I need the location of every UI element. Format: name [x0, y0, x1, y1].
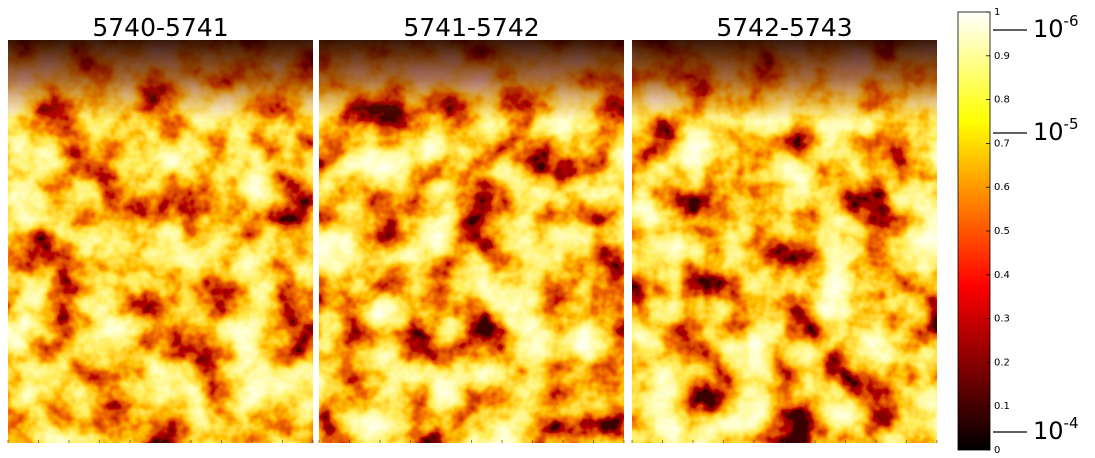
side-label: 10-5	[1033, 115, 1079, 147]
panel-title: 5740-5741	[92, 13, 228, 42]
colorbar-tick-label: 0.8	[994, 95, 1010, 106]
side-label-base: 10	[1033, 15, 1064, 43]
heatmap-top-band	[8, 40, 313, 443]
colorbar	[957, 11, 991, 451]
side-label-exponent: -6	[1064, 12, 1079, 30]
heatmap-top-band	[319, 40, 624, 443]
colorbar-tick-label: 0	[994, 445, 1000, 456]
side-label-base: 10	[1033, 118, 1064, 146]
heatmap-top-band	[632, 40, 937, 443]
side-label: 10-6	[1033, 12, 1079, 44]
side-label: 10-4	[1033, 414, 1079, 446]
side-label-base: 10	[1033, 417, 1064, 445]
side-label-exponent: -4	[1064, 414, 1079, 432]
side-label-exponent: -5	[1064, 115, 1079, 133]
colorbar-tick-label: 0.6	[994, 182, 1010, 193]
panel-title: 5742-5743	[716, 13, 852, 42]
colorbar-tick-label: 0.1	[994, 401, 1010, 412]
colorbar-tick-label: 0.9	[994, 51, 1010, 62]
colorbar-tick-label: 0.4	[994, 270, 1010, 281]
colorbar-tick-label: 0.5	[994, 226, 1010, 237]
panel-title: 5741-5742	[403, 13, 539, 42]
colorbar-tick-label: 0.7	[994, 138, 1010, 149]
colorbar-tick-label: 0.3	[994, 314, 1010, 325]
colorbar-tick-label: 0.2	[994, 357, 1010, 368]
colorbar-tick-label: 1	[994, 7, 1000, 18]
